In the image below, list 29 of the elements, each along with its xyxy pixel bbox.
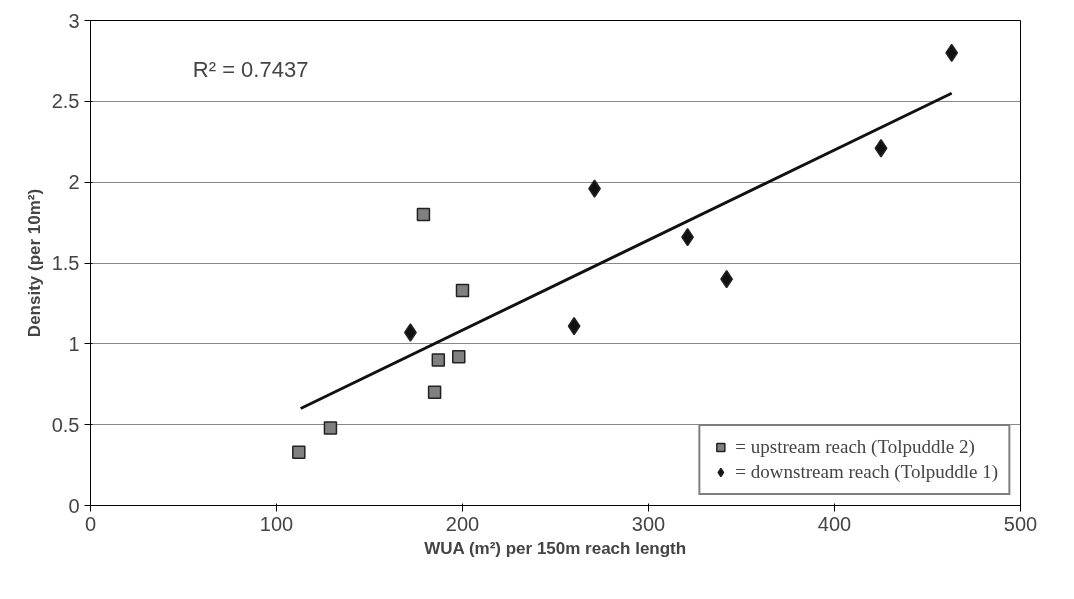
- point: [452, 350, 466, 364]
- y-tick-label: 2.5: [51, 90, 80, 113]
- y-tick-label: 2: [68, 171, 80, 194]
- x-axis-title: WUA (m²) per 150m reach length: [424, 538, 687, 558]
- point: [720, 269, 734, 289]
- legend-label: = downstream reach (Tolpuddle 1): [735, 461, 998, 483]
- x-tick-label: 400: [817, 512, 852, 535]
- annotation: R² = 0.7437: [192, 56, 309, 82]
- point: [323, 421, 338, 435]
- y-tick-label: 1.5: [51, 252, 80, 274]
- y-tick-label: 0.5: [51, 413, 80, 436]
- x-tick-label: 200: [445, 512, 480, 535]
- point: [292, 445, 306, 459]
- y-tick-label: 1: [68, 332, 80, 355]
- point: [945, 43, 959, 63]
- x-tick-label: 500: [1003, 512, 1038, 535]
- point: [567, 316, 581, 336]
- point: [416, 207, 431, 222]
- point: [455, 283, 470, 298]
- point: [874, 138, 888, 158]
- y-tick-label: 3: [68, 9, 80, 32]
- y-axis-title: Density (per 10m²): [24, 188, 44, 338]
- x-tick-label: 100: [259, 512, 294, 535]
- x-tick-label: 0: [84, 512, 97, 535]
- y-tick-label: 0: [68, 494, 80, 517]
- x-tick-label: 300: [631, 512, 666, 535]
- point: [427, 385, 442, 400]
- point: [431, 353, 446, 367]
- legend-label: = upstream reach (Tolpuddle 2): [735, 436, 975, 458]
